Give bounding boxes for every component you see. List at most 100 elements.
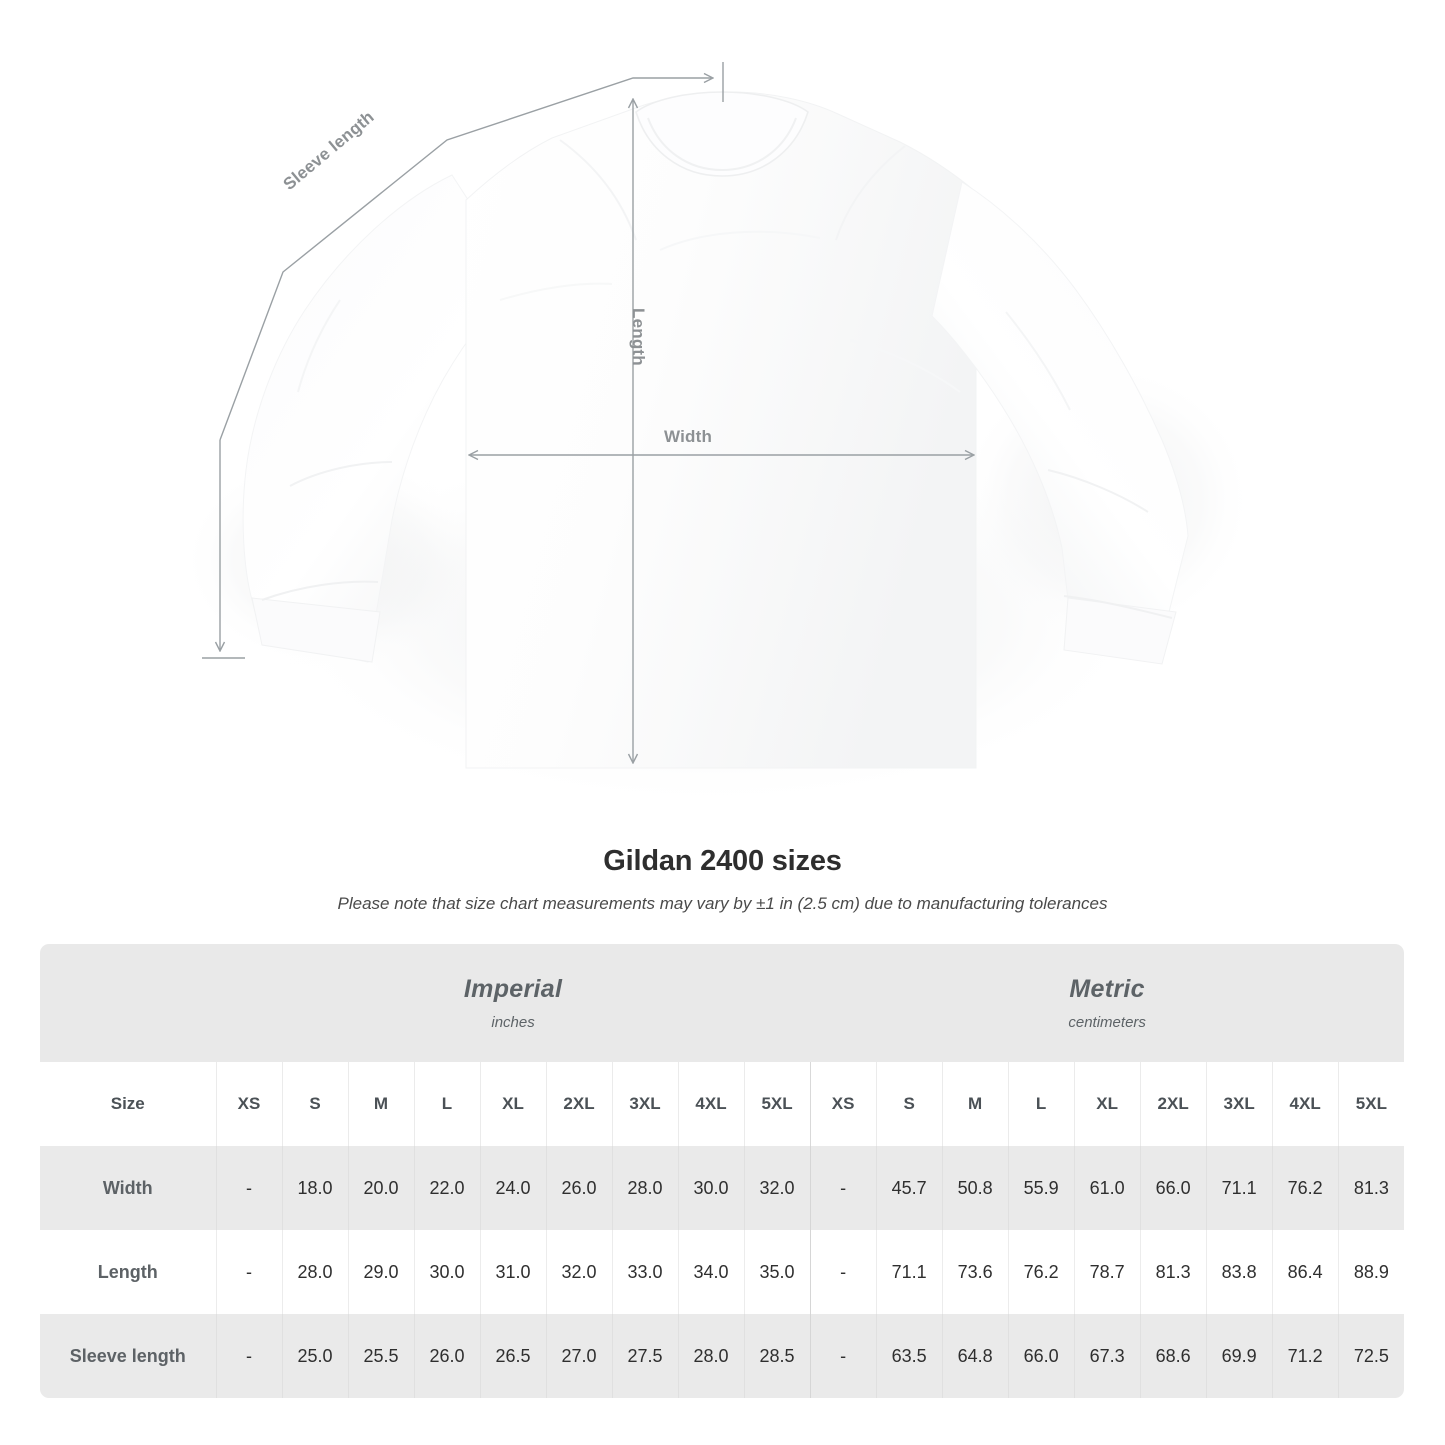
cell-width-xs-metric: - (809, 1146, 877, 1230)
row-label-width: Width (40, 1146, 216, 1230)
cell-length-m-metric: 73.6 (941, 1230, 1009, 1314)
length-measure-label: Length (629, 308, 648, 366)
unit-banner-metric: Metric centimeters (810, 944, 1405, 1062)
cell-width-2xl-imperial: 26.0 (545, 1146, 612, 1230)
cell-length-s-metric: 71.1 (875, 1230, 943, 1314)
cell-width-3xl-metric: 71.1 (1205, 1146, 1273, 1230)
cell-length-s-imperial: 28.0 (281, 1230, 348, 1314)
unit-subtitle: centimeters (1068, 1014, 1146, 1031)
left-cuff (251, 597, 381, 663)
left-sleeve (242, 174, 521, 663)
cell-sleeve-length-xs-metric: - (809, 1314, 877, 1398)
cell-width-l-metric: 55.9 (1007, 1146, 1075, 1230)
cell-length-xl-imperial: 31.0 (479, 1230, 546, 1314)
size-header-xs-imperial: XS (215, 1062, 282, 1146)
unit-banner-row: Imperial inches Metric centimeters (40, 944, 1405, 1062)
cell-width-3xl-imperial: 28.0 (611, 1146, 678, 1230)
size-header-3xl-imperial: 3XL (611, 1062, 678, 1146)
garment-illustration: Sleeve length Length Width (180, 62, 1255, 810)
cell-length-m-imperial: 29.0 (347, 1230, 414, 1314)
size-header-xl-metric: XL (1073, 1062, 1141, 1146)
size-header-l-imperial: L (413, 1062, 480, 1146)
cell-sleeve-length-m-metric: 64.8 (941, 1314, 1009, 1398)
cell-width-s-metric: 45.7 (875, 1146, 943, 1230)
unit-name: Metric (1069, 975, 1145, 1003)
cell-length-3xl-metric: 83.8 (1205, 1230, 1273, 1314)
size-table-container: Imperial inches Metric centimeters Size XS S M L… (40, 944, 1405, 1398)
cell-width-5xl-metric: 81.3 (1337, 1146, 1405, 1230)
right-cuff (1063, 597, 1177, 665)
cell-length-xs-imperial: - (215, 1230, 282, 1314)
size-header-label: Size (40, 1062, 216, 1146)
size-header-xl-imperial: XL (479, 1062, 546, 1146)
unit-banner-imperial: Imperial inches (216, 944, 811, 1062)
size-header-4xl-metric: 4XL (1271, 1062, 1339, 1146)
cell-width-s-imperial: 18.0 (281, 1146, 348, 1230)
size-header-xs-metric: XS (809, 1062, 877, 1146)
cell-sleeve-length-2xl-imperial: 27.0 (545, 1314, 612, 1398)
cell-width-4xl-imperial: 30.0 (677, 1146, 744, 1230)
cell-length-3xl-imperial: 33.0 (611, 1230, 678, 1314)
garment-svg (180, 62, 1255, 810)
cell-length-5xl-metric: 88.9 (1337, 1230, 1405, 1314)
cell-length-2xl-imperial: 32.0 (545, 1230, 612, 1314)
cell-sleeve-length-3xl-metric: 69.9 (1205, 1314, 1273, 1398)
cell-length-4xl-metric: 86.4 (1271, 1230, 1339, 1314)
table-row: Width -18.0 20.0 22.0 24.0 26.0 28.0 30.0 32.0-4… (40, 1146, 1405, 1230)
cell-sleeve-length-5xl-imperial: 28.5 (743, 1314, 811, 1398)
shirt-body (465, 91, 977, 769)
size-header-m-metric: M (941, 1062, 1009, 1146)
cell-length-2xl-metric: 81.3 (1139, 1230, 1207, 1314)
size-header-5xl-imperial: 5XL (743, 1062, 811, 1146)
cell-length-4xl-imperial: 34.0 (677, 1230, 744, 1314)
unit-subtitle: inches (491, 1014, 535, 1031)
size-header-3xl-metric: 3XL (1205, 1062, 1273, 1146)
cell-length-xl-metric: 78.7 (1073, 1230, 1141, 1314)
cell-width-m-metric: 50.8 (941, 1146, 1009, 1230)
cell-length-5xl-imperial: 35.0 (743, 1230, 811, 1314)
cell-width-xl-metric: 61.0 (1073, 1146, 1141, 1230)
cell-width-xl-imperial: 24.0 (479, 1146, 546, 1230)
cell-length-l-imperial: 30.0 (413, 1230, 480, 1314)
cell-sleeve-length-xl-metric: 67.3 (1073, 1314, 1141, 1398)
cell-sleeve-length-l-imperial: 26.0 (413, 1314, 480, 1398)
cell-sleeve-length-4xl-imperial: 28.0 (677, 1314, 744, 1398)
cell-sleeve-length-3xl-imperial: 27.5 (611, 1314, 678, 1398)
size-header-s-imperial: S (281, 1062, 348, 1146)
unit-banner-spacer (40, 944, 216, 1062)
table-row: Sleeve length -25.0 25.5 26.0 26.5 27.0 27.5 28… (40, 1314, 1405, 1398)
cell-length-xs-metric: - (809, 1230, 877, 1314)
right-sleeve (931, 181, 1189, 617)
cell-sleeve-length-xl-imperial: 26.5 (479, 1314, 546, 1398)
cell-sleeve-length-s-metric: 63.5 (875, 1314, 943, 1398)
cell-sleeve-length-xs-imperial: - (215, 1314, 282, 1398)
cell-width-l-imperial: 22.0 (413, 1146, 480, 1230)
page-title: Gildan 2400 sizes (603, 845, 842, 877)
sleeve-length-dimension (202, 62, 724, 659)
row-label-length: Length (40, 1230, 216, 1314)
size-header-4xl-imperial: 4XL (677, 1062, 744, 1146)
size-header-s-metric: S (875, 1062, 943, 1146)
cell-width-4xl-metric: 76.2 (1271, 1146, 1339, 1230)
cell-width-xs-imperial: - (215, 1146, 282, 1230)
width-measure-label: Width (664, 427, 713, 446)
cell-width-m-imperial: 20.0 (347, 1146, 414, 1230)
cell-sleeve-length-2xl-metric: 68.6 (1139, 1314, 1207, 1398)
collar (635, 91, 809, 177)
size-header-5xl-metric: 5XL (1337, 1062, 1405, 1146)
cell-sleeve-length-4xl-metric: 71.2 (1271, 1314, 1339, 1398)
size-header-2xl-imperial: 2XL (545, 1062, 612, 1146)
cell-sleeve-length-s-imperial: 25.0 (281, 1314, 348, 1398)
cell-length-l-metric: 76.2 (1007, 1230, 1075, 1314)
cell-sleeve-length-m-imperial: 25.5 (347, 1314, 414, 1398)
size-header-row: Size XS S M L XL 2XL 3XL 4XL 5XL XS S M L XL 2XL 3XL 4XL 5… (40, 1062, 1405, 1146)
size-header-l-metric: L (1007, 1062, 1075, 1146)
table-row: Length -28.0 29.0 30.0 31.0 32.0 33.0 34.0 35.0-… (40, 1230, 1405, 1314)
size-header-m-imperial: M (347, 1062, 414, 1146)
tolerance-note: Please note that size chart measurements… (337, 894, 1108, 913)
unit-name: Imperial (463, 975, 563, 1003)
title-block: Gildan 2400 sizes Please note that size … (0, 845, 1445, 914)
cell-sleeve-length-5xl-metric: 72.5 (1337, 1314, 1405, 1398)
cell-sleeve-length-l-metric: 66.0 (1007, 1314, 1075, 1398)
